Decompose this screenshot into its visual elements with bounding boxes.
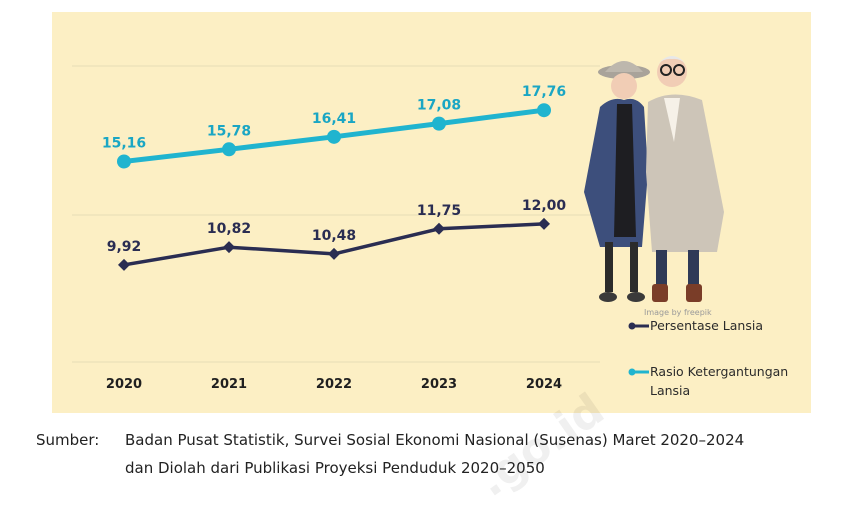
series-rasio-ketergantungan-lansia: 15,16 15,78 16,41 17,08 17,76 <box>102 84 566 169</box>
data-point <box>327 129 341 144</box>
data-point <box>537 103 551 118</box>
man-shoe-icon <box>652 284 668 302</box>
woman-shoe-icon <box>627 292 645 302</box>
legend: Persentase Lansia Rasio Ketergantungan L… <box>628 318 788 398</box>
data-label: 17,08 <box>417 98 461 114</box>
data-point <box>118 258 130 271</box>
man-leg-icon <box>656 250 667 286</box>
glasses-icon <box>673 64 685 76</box>
data-label: 17,76 <box>522 84 566 100</box>
glasses-icon <box>660 64 672 76</box>
data-point <box>222 142 236 157</box>
series-persentase-lansia: 9,92 10,82 10,48 11,75 12,00 <box>107 198 567 271</box>
hat-crown-icon <box>605 61 643 72</box>
x-tick-label: 2023 <box>421 377 457 392</box>
legend-label-rasio: Rasio Ketergantungan <box>650 364 788 379</box>
legend-marker-persentase <box>628 322 636 330</box>
data-label: 10,82 <box>207 221 251 237</box>
data-point <box>223 241 235 254</box>
data-label: 15,16 <box>102 136 146 152</box>
source-line: dan Diolah dari Publikasi Proyeksi Pendu… <box>125 459 545 477</box>
x-tick-label: 2021 <box>211 377 247 392</box>
man-leg-icon <box>688 250 699 286</box>
legend-label-rasio-cont: Lansia <box>650 383 690 398</box>
x-axis: 2020 2021 2022 2023 2024 <box>106 377 562 392</box>
data-label: 11,75 <box>417 203 461 219</box>
data-point <box>433 222 445 235</box>
data-point <box>432 116 446 131</box>
source-line: Badan Pusat Statistik, Survei Sosial Eko… <box>125 431 745 449</box>
legend-label-persentase: Persentase Lansia <box>650 318 763 333</box>
data-label: 9,92 <box>107 239 142 255</box>
data-point <box>538 217 550 230</box>
x-tick-label: 2022 <box>316 377 352 392</box>
data-label: 15,78 <box>207 123 251 139</box>
chart-panel: 9,92 10,82 10,48 11,75 12,00 15,16 15,78 16,41 1… <box>52 12 811 413</box>
gridlines <box>72 65 600 363</box>
woman-face-icon <box>611 73 637 99</box>
man-shoe-icon <box>686 284 702 302</box>
data-label: 12,00 <box>522 198 567 214</box>
data-point <box>328 247 340 260</box>
woman-leg-icon <box>605 242 613 292</box>
source-text: Badan Pusat Statistik, Survei Sosial Eko… <box>125 426 825 482</box>
source-label: Sumber: <box>36 431 100 449</box>
elderly-couple-illustration: Image by freepik <box>584 56 724 317</box>
legend-marker-rasio <box>628 368 636 376</box>
woman-leg-icon <box>630 242 638 292</box>
image-credit: Image by freepik <box>644 308 712 317</box>
x-tick-label: 2020 <box>106 377 142 392</box>
data-point <box>117 154 131 169</box>
woman-shoe-icon <box>599 292 617 302</box>
man-coat-icon <box>646 94 724 252</box>
x-tick-label: 2024 <box>526 377 562 392</box>
data-label: 16,41 <box>312 111 356 127</box>
man-hair-icon <box>658 56 686 64</box>
data-label: 10,48 <box>312 228 356 244</box>
man-shirt-icon <box>664 98 680 142</box>
woman-dress-icon <box>614 104 636 237</box>
